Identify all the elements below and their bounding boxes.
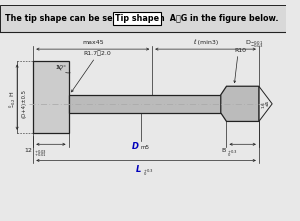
Text: The tip shape can be selected from: The tip shape can be selected from [5,14,167,23]
Text: L: L [136,165,141,174]
Text: 10°: 10° [55,65,66,70]
Text: D: D [245,40,250,45]
Bar [33,61,68,133]
Text: R1.7～2.0: R1.7～2.0 [84,50,112,56]
Text: 1.6: 1.6 [262,101,266,108]
Text: $^{0}_{-0.2}$: $^{0}_{-0.2}$ [7,98,18,108]
Text: $^{-0.01}_{-0.03}$: $^{-0.01}_{-0.03}$ [250,40,264,50]
Text: m5: m5 [141,145,150,150]
Text: $^{+0.3}_{0}$: $^{+0.3}_{0}$ [227,148,238,159]
Text: 12: 12 [25,148,32,153]
Text: D: D [132,142,139,151]
Polygon shape [221,86,259,122]
Text: H: H [10,91,15,96]
Text: $^{+0.03}_{+0.01}$: $^{+0.03}_{+0.01}$ [34,148,47,159]
Text: Tip shape: Tip shape [115,14,159,23]
Text: A～G in the figure below.: A～G in the figure below. [167,14,278,23]
Text: ℓ (min3): ℓ (min3) [193,40,218,45]
Text: max45: max45 [82,40,104,45]
Text: $^{+0.3}_{0}$: $^{+0.3}_{0}$ [143,167,154,178]
Text: R10: R10 [234,48,246,53]
Bar [0,5,286,32]
Text: B: B [221,148,226,153]
Bar [68,95,221,113]
Text: ≤5: ≤5 [266,100,269,106]
Text: (D+4)±0.5: (D+4)±0.5 [21,89,26,118]
